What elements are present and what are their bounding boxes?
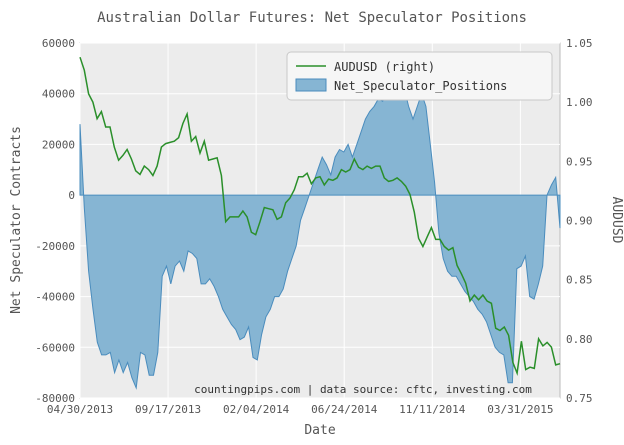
audusd-line bbox=[79, 56, 561, 377]
x-tick-label: 11/11/2014 bbox=[399, 403, 466, 416]
y-left-tick-label: -20000 bbox=[35, 240, 75, 253]
y-right-tick-label: 1.05 bbox=[566, 37, 593, 50]
x-tick-label: 03/31/2015 bbox=[487, 403, 553, 416]
legend-box bbox=[286, 51, 553, 101]
y-right-tick-label: 0.80 bbox=[566, 333, 593, 346]
legend-area-swatch bbox=[295, 78, 327, 92]
source-annotation: countingpips.com | data source: cftc, in… bbox=[194, 383, 532, 396]
y-left-tick-label: 0 bbox=[68, 189, 75, 202]
legend-line-label: AUDUSD (right) bbox=[334, 60, 435, 74]
y-right-tick-label: 1.00 bbox=[566, 96, 593, 109]
legend-area-label: Net_Speculator_Positions bbox=[334, 79, 507, 93]
x-tick-label: 02/04/2014 bbox=[223, 403, 290, 416]
x-tick-label: 06/24/2014 bbox=[311, 403, 378, 416]
legend: AUDUSD (right) Net_Speculator_Positions bbox=[286, 51, 553, 101]
y-left-tick-label: -80000 bbox=[35, 392, 75, 405]
y-left-tick-label: 60000 bbox=[42, 37, 75, 50]
y-right-tick-label: 0.75 bbox=[566, 392, 593, 405]
x-axis-ticks: 04/30/2013 09/17/2013 02/04/2014 06/24/2014… bbox=[47, 403, 554, 416]
left-axis-ticks: -80000 -60000 -40000 -20000 0 20000 40000 60000 bbox=[35, 37, 75, 405]
y-left-tick-label: -60000 bbox=[35, 341, 75, 354]
y-right-tick-label: 0.90 bbox=[566, 215, 593, 228]
y-left-tick-label: 20000 bbox=[42, 138, 75, 151]
audusd-line-layer bbox=[79, 56, 561, 377]
x-axis-label: Date bbox=[304, 423, 335, 438]
y-left-tick-label: -40000 bbox=[35, 291, 75, 304]
x-tick-label: 09/17/2013 bbox=[135, 403, 201, 416]
y-axis-label-right: AUDUSD bbox=[609, 197, 624, 244]
y-right-tick-label: 0.95 bbox=[566, 155, 593, 168]
right-axis-ticks: 0.75 0.80 0.85 0.90 0.95 1.00 1.05 bbox=[566, 37, 593, 405]
y-left-tick-label: 40000 bbox=[42, 88, 75, 101]
chart-title: Australian Dollar Futures: Net Speculato… bbox=[97, 10, 527, 26]
x-tick-label: 04/30/2013 bbox=[47, 403, 113, 416]
y-axis-label-left: Net Speculator Contracts bbox=[9, 126, 24, 314]
y-right-tick-label: 0.85 bbox=[566, 274, 593, 287]
